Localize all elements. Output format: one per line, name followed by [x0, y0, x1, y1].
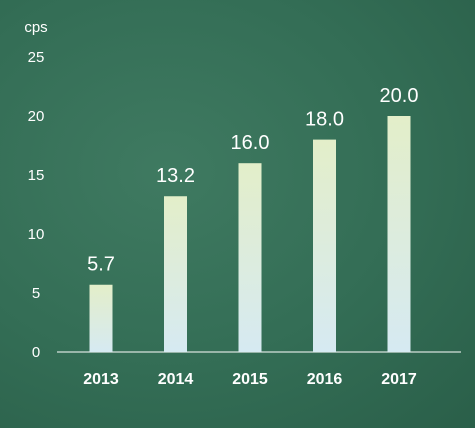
x-tick-label: 2016 — [307, 371, 343, 388]
y-tick-label: 0 — [32, 344, 40, 361]
x-tick-label: 2015 — [232, 371, 268, 388]
data-labels: 5.7 13.2 16.0 18.0 20.0 — [87, 85, 418, 276]
bar-2016 — [313, 139, 336, 352]
data-label: 5.7 — [87, 254, 115, 276]
bar-2015 — [238, 163, 262, 352]
bar-series — [89, 116, 411, 352]
y-axis-unit-label: cps — [24, 19, 47, 36]
data-label: 13.2 — [156, 165, 195, 187]
y-axis-ticks: 0 5 10 15 20 25 — [28, 49, 45, 361]
y-tick-label: 15 — [28, 167, 45, 184]
y-tick-label: 25 — [28, 49, 45, 66]
x-tick-label: 2013 — [83, 371, 119, 388]
data-label: 16.0 — [231, 132, 270, 154]
x-axis-ticks: 2013 2014 2015 2016 2017 — [83, 371, 417, 388]
data-label: 18.0 — [305, 109, 344, 131]
y-tick-label: 20 — [28, 108, 45, 125]
x-tick-label: 2017 — [381, 371, 417, 388]
data-label: 20.0 — [380, 85, 419, 107]
x-tick-label: 2014 — [158, 371, 194, 388]
bar-2013 — [89, 284, 113, 352]
y-tick-label: 10 — [28, 226, 45, 243]
bar-2014 — [164, 196, 187, 352]
bar-2017 — [387, 116, 411, 352]
y-tick-label: 5 — [32, 285, 40, 302]
